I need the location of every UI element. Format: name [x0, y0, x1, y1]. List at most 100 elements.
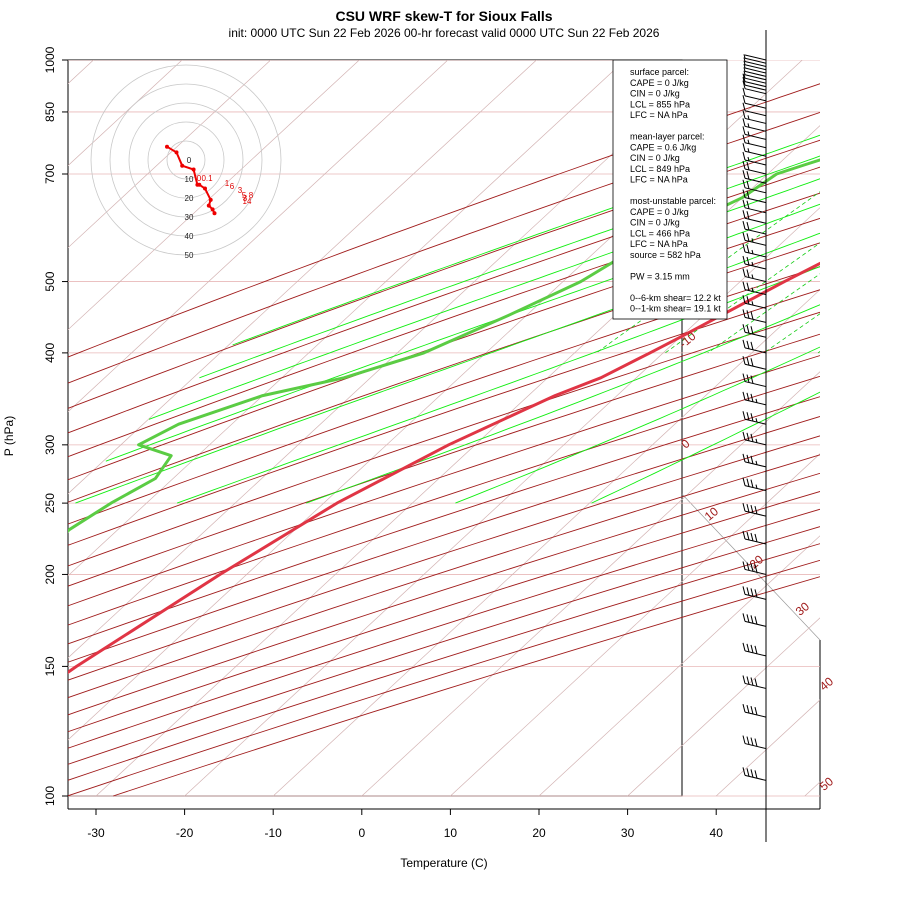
info-box-line: CIN = 0 J/kg	[630, 89, 680, 99]
x-tick-label: 20	[532, 826, 546, 840]
dry-adiabat	[0, 60, 900, 796]
isotherm-line	[185, 60, 900, 796]
y-tick-label: 400	[43, 343, 57, 363]
info-box-line: 0--6-km shear= 12.2 kt	[630, 293, 721, 303]
wind-barb	[743, 232, 766, 245]
y-tick-label: 250	[43, 493, 57, 513]
wind-barb	[743, 643, 766, 656]
hodograph-point	[213, 211, 217, 215]
wind-barb	[743, 269, 766, 282]
wind-barb	[743, 110, 766, 123]
hodograph-point	[175, 150, 179, 154]
x-tick-label: 30	[621, 826, 635, 840]
wind-barb	[743, 531, 766, 544]
y-tick-label: 150	[43, 656, 57, 676]
x-tick-label: 10	[444, 826, 458, 840]
isotherm-line	[0, 60, 625, 796]
dry-adiabat	[0, 60, 900, 796]
dry-adiabat	[0, 60, 900, 796]
x-tick-label: 40	[710, 826, 724, 840]
info-box-line: CIN = 0 J/kg	[630, 153, 680, 163]
hodograph-point	[207, 204, 211, 208]
hodograph-ring-label: 50	[185, 251, 194, 260]
hodograph-point	[203, 187, 207, 191]
dry-adiabat	[0, 60, 900, 796]
wind-barbs	[743, 30, 766, 842]
dry-adiabat	[0, 60, 900, 796]
plot-area: 123581220-1001020304050-30-20-1001020304…	[0, 46, 900, 840]
hodograph-height-label: 3	[243, 194, 248, 203]
isotherm-label: 10	[702, 504, 721, 524]
info-box-line: LCL = 855 hPa	[630, 99, 690, 109]
info-box-line: LFC = NA hPa	[630, 175, 688, 185]
info-box-line: surface parcel:	[630, 67, 689, 77]
info-box-line: LFC = NA hPa	[630, 110, 688, 120]
wind-barb	[743, 704, 766, 717]
hodograph-ring-label: 40	[185, 232, 194, 241]
hodograph-point	[209, 198, 213, 202]
wind-barb	[743, 736, 766, 749]
hodograph-point	[192, 168, 196, 172]
wind-barb	[743, 767, 766, 780]
dry-adiabat	[0, 60, 900, 796]
isotherm-label: 30	[793, 599, 812, 619]
isotherm-line	[716, 60, 900, 796]
wind-barb	[743, 613, 766, 626]
info-box-line: 0--1-km shear= 19.1 kt	[630, 304, 721, 314]
isotherm-line	[0, 60, 271, 796]
moist-adiabat	[199, 60, 900, 378]
info-box-line: CAPE = 0 J/kg	[630, 207, 689, 217]
chart-title: CSU WRF skew-T for Sioux Falls	[335, 8, 552, 24]
info-box-line: mean-layer parcel:	[630, 132, 705, 142]
dry-adiabat	[0, 60, 900, 796]
chart-subtitle: init: 0000 UTC Sun 22 Feb 2026 00-hr for…	[229, 26, 660, 40]
background-lines	[0, 60, 900, 796]
wind-barb	[743, 411, 766, 424]
mixing-ratio-line	[708, 60, 900, 353]
hodograph-height-label: 8	[249, 191, 254, 200]
info-box-line: LFC = NA hPa	[630, 239, 688, 249]
isotherm-label: -10	[676, 329, 699, 351]
dry-adiabat	[0, 60, 900, 796]
dry-adiabat	[0, 60, 900, 796]
dry-adiabat	[0, 60, 900, 796]
mixing-ratio-line	[867, 60, 900, 353]
x-axis-label: Temperature (C)	[400, 856, 487, 870]
x-tick-label: 0	[358, 826, 365, 840]
info-box-line: LCL = 849 hPa	[630, 164, 690, 174]
y-tick-label: 300	[43, 435, 57, 455]
dry-adiabat	[0, 60, 900, 796]
moist-adiabat	[106, 60, 900, 461]
hodograph-ring-label: 0	[187, 156, 192, 165]
wind-barb	[743, 170, 766, 183]
isotherm-line	[0, 60, 448, 796]
hodograph-point	[197, 183, 201, 187]
hodograph-point	[180, 164, 184, 168]
info-box-line: most-unstable parcel:	[630, 196, 716, 206]
wind-barb	[743, 161, 766, 174]
y-tick-label: 500	[43, 271, 57, 291]
info-box-line: CAPE = 0.6 J/kg	[630, 142, 696, 152]
isotherm-line	[96, 60, 891, 796]
hodograph-height-label: 0.1	[201, 174, 213, 183]
x-tick-label: -30	[87, 826, 105, 840]
hodograph-point	[165, 145, 169, 149]
dry-adiabat	[0, 60, 900, 796]
dry-adiabat	[0, 60, 900, 796]
dry-adiabat	[0, 60, 900, 796]
y-tick-label: 700	[43, 164, 57, 184]
wind-barb	[743, 586, 766, 599]
hodograph-point	[211, 207, 215, 211]
dry-adiabat	[0, 60, 900, 796]
y-tick-label: 850	[43, 102, 57, 122]
info-box-line: PW = 3.15 mm	[630, 271, 690, 281]
dry-adiabat	[0, 60, 900, 796]
info-box-line: CAPE = 0 J/kg	[630, 78, 689, 88]
info-box-line: CIN = 0 J/kg	[630, 218, 680, 228]
wind-barb	[743, 478, 766, 491]
wind-barb	[743, 675, 766, 688]
x-tick-label: -20	[176, 826, 194, 840]
